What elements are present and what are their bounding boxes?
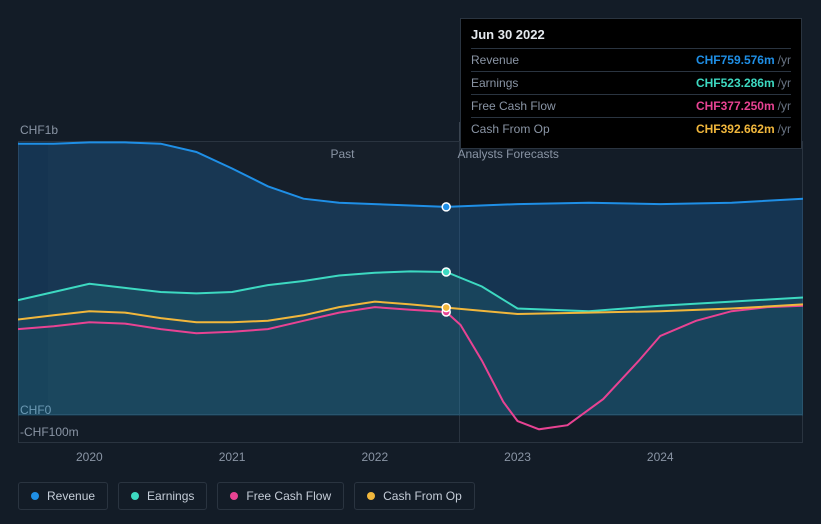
marker-earnings xyxy=(442,268,450,276)
legend-label: Cash From Op xyxy=(383,489,462,503)
y-axis-max-label: CHF1b xyxy=(20,123,58,137)
legend-item-cfo[interactable]: Cash From Op xyxy=(354,482,475,510)
tooltip-date: Jun 30 2022 xyxy=(471,27,791,49)
x-axis-tick: 2024 xyxy=(647,450,674,464)
tooltip-unit: /yr xyxy=(778,76,791,90)
legend-label: Free Cash Flow xyxy=(246,489,331,503)
legend-label: Revenue xyxy=(47,489,95,503)
tooltip-row: Cash From Op CHF392.662m/yr xyxy=(471,118,791,140)
legend-item-earnings[interactable]: Earnings xyxy=(118,482,207,510)
tooltip-row: Free Cash Flow CHF377.250m/yr xyxy=(471,95,791,118)
tooltip-row: Revenue CHF759.576m/yr xyxy=(471,49,791,72)
x-axis-tick: 2022 xyxy=(361,450,388,464)
tooltip-row: Earnings CHF523.286m/yr xyxy=(471,72,791,95)
legend-dot-icon xyxy=(230,492,238,500)
legend-label: Earnings xyxy=(147,489,194,503)
x-axis-tick: 2023 xyxy=(504,450,531,464)
x-axis-tick: 2021 xyxy=(219,450,246,464)
x-axis-tick: 2020 xyxy=(76,450,103,464)
tooltip-metric: Free Cash Flow xyxy=(471,99,556,113)
tooltip-unit: /yr xyxy=(778,99,791,113)
financial-forecast-chart: CHF1b CHF0 -CHF100m Past Analysts Foreca… xyxy=(0,0,821,524)
chart-tooltip: Jun 30 2022 RevenueCHF759.576m/yrEarning… xyxy=(460,18,802,149)
legend-dot-icon xyxy=(367,492,375,500)
tooltip-value: CHF523.286m xyxy=(696,76,775,90)
legend-dot-icon xyxy=(31,492,39,500)
marker-cfo xyxy=(442,304,450,312)
tooltip-unit: /yr xyxy=(778,122,791,136)
plot-area[interactable]: Past Analysts Forecasts xyxy=(18,141,803,443)
tooltip-metric: Revenue xyxy=(471,53,519,67)
tooltip-value: CHF377.250m xyxy=(696,99,775,113)
legend-dot-icon xyxy=(131,492,139,500)
legend-item-fcf[interactable]: Free Cash Flow xyxy=(217,482,344,510)
tooltip-metric: Cash From Op xyxy=(471,122,550,136)
tooltip-metric: Earnings xyxy=(471,76,518,90)
tooltip-value: CHF759.576m xyxy=(696,53,775,67)
chart-svg xyxy=(18,141,803,443)
marker-revenue xyxy=(442,203,450,211)
tooltip-unit: /yr xyxy=(778,53,791,67)
tooltip-value: CHF392.662m xyxy=(696,122,775,136)
chart-legend: Revenue Earnings Free Cash Flow Cash From O… xyxy=(18,482,475,510)
legend-item-revenue[interactable]: Revenue xyxy=(18,482,108,510)
